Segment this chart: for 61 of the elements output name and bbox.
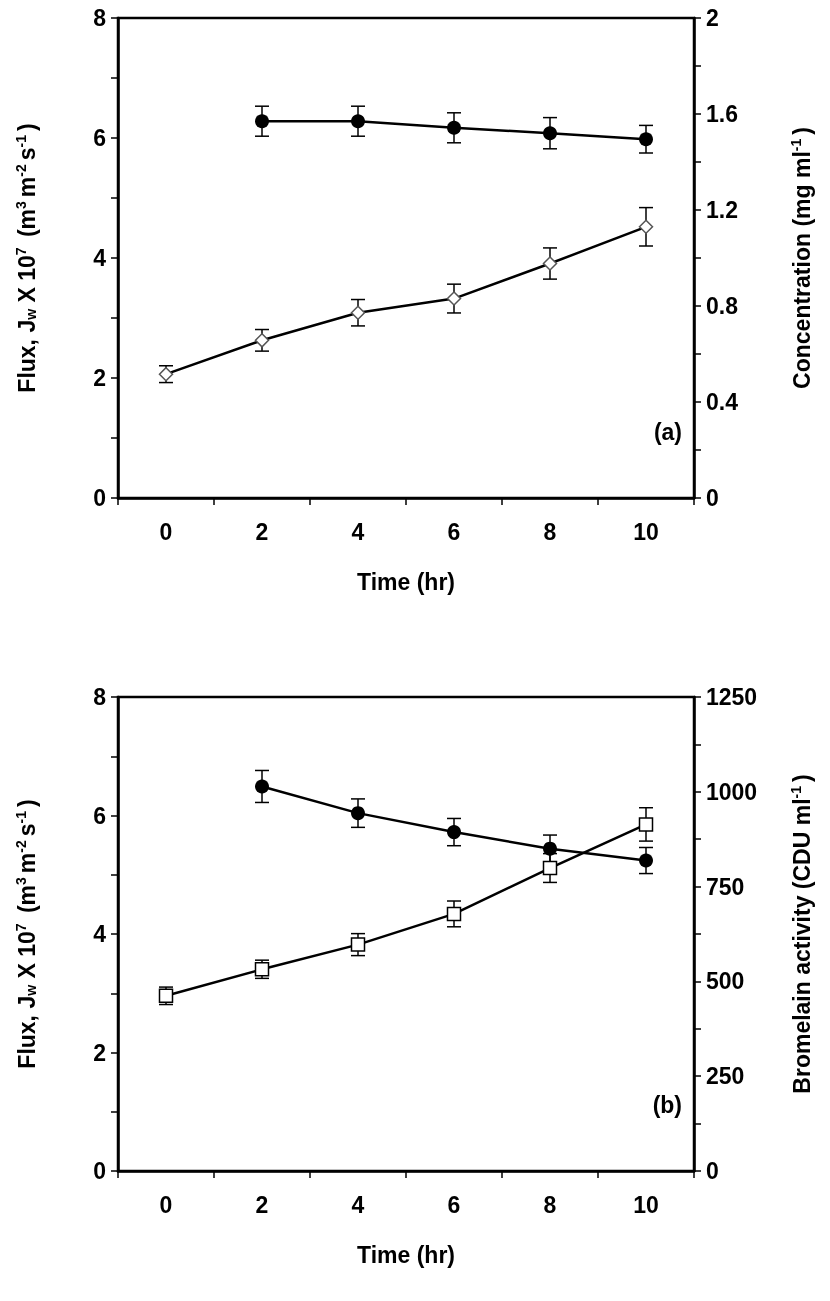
point xyxy=(255,114,269,129)
x-tick-label: 4 xyxy=(351,1191,365,1218)
x-tick-label: 6 xyxy=(447,518,461,545)
y2-tick-label: 0 xyxy=(706,1158,719,1184)
text: Flux, Jw X 107 (m3m-2s-1) xyxy=(13,799,40,1069)
point xyxy=(446,291,462,306)
point xyxy=(351,114,365,129)
y-tick-label: 8 xyxy=(93,5,107,31)
point xyxy=(350,937,366,952)
x-tick-label: 10 xyxy=(633,518,659,545)
point xyxy=(447,120,461,135)
point xyxy=(639,853,653,868)
x-tick-label: 10 xyxy=(633,1191,659,1218)
x-axis-title: Time (hr) xyxy=(357,1241,455,1268)
annotation: (b) xyxy=(652,1091,683,1118)
x-axis-title: Time (hr) xyxy=(357,568,455,595)
point xyxy=(542,860,558,876)
x-tick-label: 0 xyxy=(159,1191,173,1218)
y2-tick-label: 250 xyxy=(706,1063,745,1090)
point xyxy=(447,825,461,840)
annotation: (a) xyxy=(653,418,683,445)
y2-tick-label: 1000 xyxy=(706,778,758,805)
x-tick-label: 2 xyxy=(255,1191,269,1218)
x-tick-label: 4 xyxy=(351,518,365,545)
point xyxy=(543,841,557,856)
point xyxy=(446,906,462,922)
x-tick-label: 8 xyxy=(543,518,557,545)
y-tick-label: 6 xyxy=(93,802,106,829)
x-tick-label: 0 xyxy=(159,518,173,545)
point xyxy=(638,817,654,832)
y2-tick-label: 500 xyxy=(706,968,745,995)
point xyxy=(638,219,654,235)
x-tick-label: 6 xyxy=(447,1191,461,1218)
y2-tick-label: 0.8 xyxy=(706,293,739,319)
point xyxy=(254,333,270,348)
y2-tick-label: 1250 xyxy=(706,684,758,710)
y-tick-label: 2 xyxy=(93,365,106,391)
text: Flux, Jw X 107 (m3m-2s-1) xyxy=(13,123,40,393)
y2-axis-title: Concentration (mg ml-1) xyxy=(788,127,815,389)
x-tick-label: 2 xyxy=(255,518,269,545)
point xyxy=(255,779,269,794)
y2-axis-title: Bromelain activity (CDU ml-1) xyxy=(788,774,815,1094)
point xyxy=(350,305,366,320)
point xyxy=(542,256,558,271)
point xyxy=(543,126,557,141)
point xyxy=(639,132,653,147)
y2-tick-label: 1.6 xyxy=(706,101,738,127)
y-tick-label: 4 xyxy=(93,245,107,271)
y-tick-label: 4 xyxy=(93,921,107,947)
y-tick-label: 0 xyxy=(93,485,106,511)
x-tick-label: 8 xyxy=(543,1191,557,1218)
y2-tick-label: 750 xyxy=(706,873,745,900)
y2-tick-label: 0 xyxy=(706,485,719,511)
y2-tick-label: 0.4 xyxy=(706,389,739,415)
y-tick-label: 6 xyxy=(93,125,106,151)
y2-tick-label: 1.2 xyxy=(706,197,738,223)
y-tick-label: 2 xyxy=(93,1039,106,1066)
y2-tick-label: 2 xyxy=(706,5,719,31)
point xyxy=(351,806,365,821)
y-tick-label: 0 xyxy=(93,1158,106,1184)
y-tick-label: 8 xyxy=(93,684,107,710)
